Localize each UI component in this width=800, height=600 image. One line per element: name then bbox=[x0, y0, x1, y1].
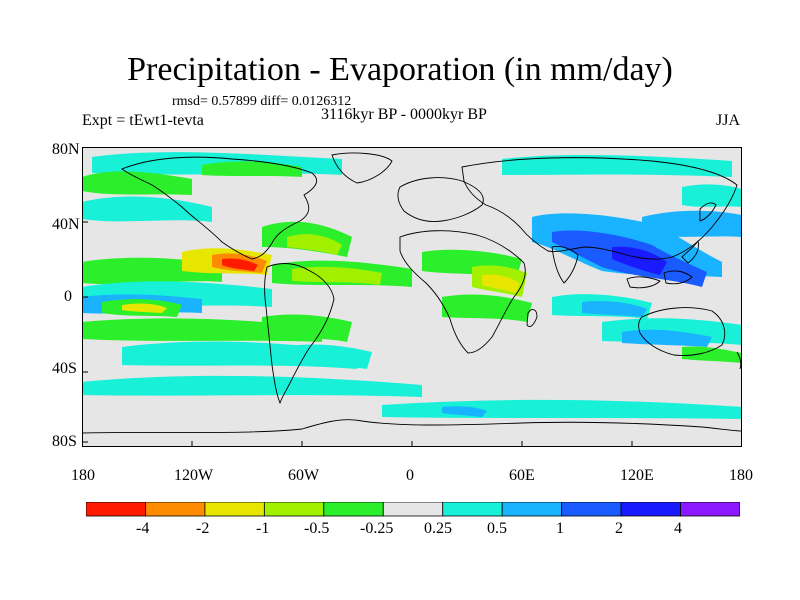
coast-japan bbox=[699, 202, 717, 222]
lat-label-40s: 40S bbox=[52, 360, 77, 377]
coast-new-zealand bbox=[736, 351, 742, 370]
coast-antarctica bbox=[82, 419, 742, 434]
colorbar-box bbox=[680, 502, 740, 517]
lon-label-60w: 60W bbox=[288, 467, 320, 484]
coast-maritime-continent-2 bbox=[663, 270, 693, 285]
coast-india bbox=[551, 246, 579, 284]
lat-label-80n: 80N bbox=[52, 141, 80, 158]
season-label: JJA bbox=[716, 112, 741, 129]
lat-label-40n: 40N bbox=[52, 216, 80, 233]
arctic-green-patch bbox=[202, 161, 302, 177]
lon-label-180e: 180 bbox=[729, 467, 753, 484]
lat-label-80s: 80S bbox=[52, 433, 77, 450]
coast-greenland bbox=[331, 152, 393, 184]
coast-europe bbox=[397, 177, 484, 222]
lon-label-120w: 120W bbox=[174, 467, 214, 484]
lon-label-180w: 180 bbox=[71, 467, 95, 484]
arctic-band-east bbox=[502, 154, 732, 177]
colorbar-label-2: 2 bbox=[615, 520, 623, 537]
south-pacific-midlat-cyan bbox=[122, 341, 362, 369]
colorbar-label-neg05: -0.5 bbox=[304, 520, 330, 537]
tropical-atlantic-lime bbox=[292, 266, 382, 285]
stats-label: rmsd= 0.57899 diff= 0.0126312 bbox=[172, 94, 352, 109]
tasman-green bbox=[682, 346, 742, 363]
indian-ocean-blue bbox=[582, 300, 647, 317]
colorbar-label-neg1: -1 bbox=[256, 520, 270, 537]
colorbar-label-neg2: -2 bbox=[196, 520, 210, 537]
asia-monsoon-deep bbox=[612, 246, 667, 275]
anomaly-fields bbox=[82, 152, 742, 419]
colorbar-box bbox=[145, 502, 206, 517]
colorbar-label-4: 4 bbox=[674, 520, 682, 537]
coast-maritime-continent-1 bbox=[626, 276, 661, 289]
period-label: 3116kyr BP - 0000kyr BP bbox=[321, 106, 487, 123]
lon-label-0: 0 bbox=[406, 467, 414, 484]
colorbar-box bbox=[86, 502, 146, 517]
caribbean-lime bbox=[287, 234, 342, 255]
coast-north-america bbox=[121, 156, 317, 260]
coast-asia bbox=[461, 157, 738, 260]
colorbar-box bbox=[204, 502, 265, 517]
coast-philippines bbox=[681, 239, 699, 264]
east-africa-yellow bbox=[482, 274, 520, 293]
colorbar-box bbox=[561, 502, 622, 517]
central-america-red bbox=[222, 258, 258, 271]
pme-map bbox=[82, 147, 742, 447]
south-pacific-midlat-green bbox=[82, 318, 322, 342]
colorbar-label-1: 1 bbox=[556, 520, 564, 537]
south-pacific-yellow bbox=[122, 303, 167, 313]
south-indian-blue bbox=[622, 329, 712, 347]
southern-africa-green bbox=[442, 294, 532, 322]
coastlines bbox=[82, 152, 742, 434]
southern-ocean-cyan-west bbox=[82, 375, 422, 397]
experiment-label: Expt = tEwt1-tevta bbox=[82, 112, 204, 129]
colorbar-label-neg025: -0.25 bbox=[360, 520, 394, 537]
colorbar-label-025: 0.25 bbox=[424, 520, 452, 537]
lon-label-120e: 120E bbox=[620, 467, 654, 484]
coast-africa bbox=[399, 230, 526, 354]
colorbar-box bbox=[382, 502, 444, 517]
northwest-pacific-cyan bbox=[682, 184, 742, 207]
lon-label-60e: 60E bbox=[509, 467, 535, 484]
colorbar-box bbox=[442, 502, 503, 517]
coast-madagascar bbox=[526, 309, 538, 328]
coast-australia bbox=[638, 307, 726, 356]
colorbar-label-neg4: -4 bbox=[136, 520, 150, 537]
north-pacific-cyan bbox=[82, 196, 212, 222]
colorbar-boxes bbox=[86, 502, 740, 517]
north-pacific-green bbox=[82, 171, 192, 195]
lat-label-eq: 0 bbox=[64, 288, 72, 305]
map-ticks bbox=[82, 147, 633, 447]
colorbar-box bbox=[620, 502, 681, 517]
colorbar-box bbox=[323, 502, 384, 517]
colorbar bbox=[86, 502, 740, 517]
coast-south-america bbox=[264, 263, 335, 405]
colorbar-label-05: 0.5 bbox=[487, 520, 507, 537]
southern-ocean-blue bbox=[442, 406, 487, 417]
colorbar-box bbox=[263, 502, 325, 517]
map-title: Precipitation - Evaporation (in mm/day) bbox=[127, 51, 673, 88]
colorbar-box bbox=[501, 502, 563, 517]
